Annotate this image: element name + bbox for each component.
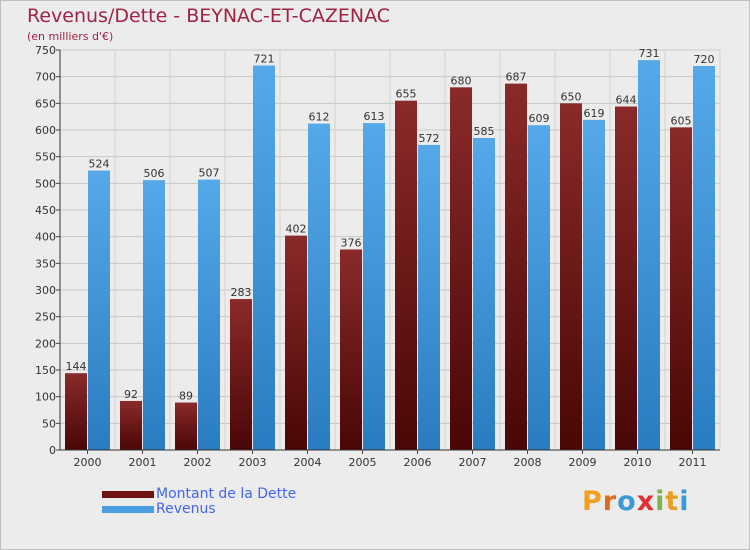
bar-revenus — [143, 180, 165, 450]
data-label: 655 — [396, 88, 417, 101]
y-tick-label: 50 — [42, 417, 56, 430]
bar-dette — [340, 249, 362, 450]
y-tick-label: 100 — [35, 391, 56, 404]
data-label: 92 — [124, 388, 138, 401]
data-label: 609 — [529, 112, 550, 125]
data-label: 524 — [89, 158, 110, 171]
axes: 0 50 100 150 200 250 300 350 400 450 500 550 600 650 7… — [35, 44, 720, 469]
x-tick-label: 2001 — [129, 456, 157, 469]
bar-revenus — [308, 123, 330, 450]
bar-dette — [450, 87, 472, 450]
y-tick-label: 200 — [35, 337, 56, 350]
bar-revenus — [528, 125, 550, 450]
data-label: 283 — [231, 286, 252, 299]
data-label: 613 — [364, 110, 385, 123]
data-label: 402 — [286, 223, 307, 236]
x-tick-label: 2003 — [239, 456, 267, 469]
x-tick-label: 2007 — [459, 456, 487, 469]
y-tick-label: 350 — [35, 257, 56, 270]
data-label: 89 — [179, 390, 193, 403]
proxiti-logo: Proxiti — [582, 486, 690, 517]
data-label: 680 — [451, 74, 472, 87]
data-label: 720 — [694, 53, 715, 66]
bar-dette — [230, 299, 252, 450]
bar-revenus — [88, 170, 110, 451]
legend-swatch-debt — [102, 491, 154, 498]
y-tick-label: 650 — [35, 97, 56, 110]
x-tick-label: 2010 — [624, 456, 652, 469]
data-label: 687 — [506, 71, 527, 84]
x-tick-label: 2011 — [679, 456, 707, 469]
legend-label-debt: Montant de la Dette — [156, 486, 297, 502]
data-label: 731 — [639, 47, 660, 60]
x-tick-label: 2008 — [514, 456, 542, 469]
bar-revenus — [638, 60, 660, 451]
bar-revenus — [198, 179, 220, 450]
data-labels: 144 524 92 506 89 507 283 721 402 612 376 613 655 572… — [66, 47, 715, 402]
logo-letter: i — [655, 486, 666, 517]
bar-dette — [120, 400, 142, 450]
bar-dette — [65, 373, 87, 450]
data-label: 585 — [474, 125, 495, 138]
x-tick-label: 2000 — [74, 456, 102, 469]
x-tick-label: 2002 — [184, 456, 212, 469]
y-tick-label: 450 — [35, 204, 56, 217]
y-tick-label: 700 — [35, 71, 56, 84]
data-label: 376 — [341, 236, 362, 249]
data-label: 619 — [584, 107, 605, 120]
x-tick-label: 2006 — [404, 456, 432, 469]
y-tick-label: 0 — [49, 444, 56, 457]
y-tick-label: 550 — [35, 151, 56, 164]
bar-dette — [615, 106, 637, 451]
bar-revenus — [583, 119, 605, 450]
data-label: 721 — [254, 52, 275, 65]
data-label: 572 — [419, 132, 440, 145]
y-tick-label: 500 — [35, 177, 56, 190]
y-tick-label: 750 — [35, 44, 56, 57]
y-tick-label: 300 — [35, 284, 56, 297]
bar-dette — [560, 103, 582, 450]
data-label: 506 — [144, 167, 165, 180]
logo-letter: o — [617, 486, 637, 517]
logo-letter: r — [602, 486, 618, 517]
bar-dette — [670, 127, 692, 450]
data-label: 644 — [616, 94, 637, 107]
bar-revenus — [363, 123, 385, 451]
bar-revenus — [418, 144, 440, 450]
y-tick-label: 600 — [35, 124, 56, 137]
bar-dette — [175, 402, 197, 450]
logo-letter: x — [636, 486, 656, 517]
y-tick-label: 150 — [35, 364, 56, 377]
logo-letter: i — [679, 486, 690, 517]
x-tick-label: 2009 — [569, 456, 597, 469]
x-tick-label: 2005 — [349, 456, 377, 469]
x-tick-label: 2004 — [294, 456, 322, 469]
bar-dette — [505, 83, 527, 450]
legend-label-revenus: Revenus — [156, 501, 216, 517]
bar-revenus — [473, 138, 495, 450]
y-tick-label: 250 — [35, 311, 56, 324]
legend-swatch-revenus — [102, 506, 154, 513]
logo-letter: P — [582, 486, 603, 517]
data-label: 605 — [671, 114, 692, 127]
y-tick-label: 400 — [35, 231, 56, 244]
bars — [65, 60, 715, 451]
logo-letter: t — [665, 486, 680, 517]
bar-dette — [285, 235, 307, 450]
data-label: 507 — [199, 167, 220, 180]
chart-title: Revenus/Dette - BEYNAC-ET-CAZENAC — [27, 5, 390, 27]
bar-revenus — [693, 66, 715, 450]
data-label: 650 — [561, 90, 582, 103]
data-label: 612 — [309, 111, 330, 124]
chart-subtitle: (en milliers d'€) — [27, 30, 114, 43]
data-label: 144 — [66, 360, 87, 373]
bar-dette — [395, 100, 417, 451]
bar-revenus — [253, 65, 275, 450]
grid — [59, 49, 721, 451]
